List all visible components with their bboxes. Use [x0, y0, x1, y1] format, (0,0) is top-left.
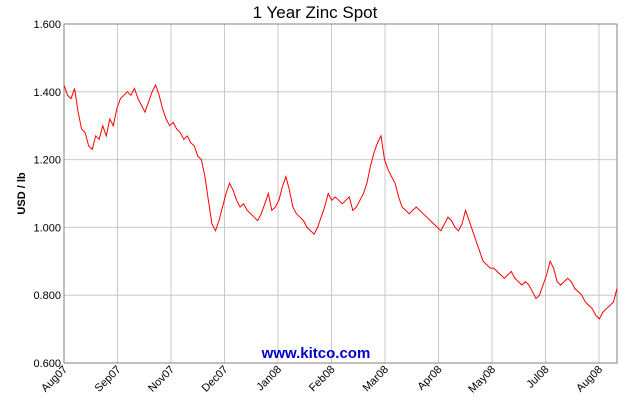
y-tick-labels: 0.600 0.800 1.000 1.200 1.400 1.600	[33, 19, 61, 370]
x-tick-label: Jul08	[525, 364, 552, 391]
plot-frame	[63, 23, 618, 364]
y-tick-label: 0.600	[33, 358, 61, 370]
y-tick-label: 1.400	[33, 87, 61, 99]
x-tick-labels: Aug07 Sep07 Nov07 Dec07 Jan08 Feb08 Mar08 Apr08…	[39, 364, 605, 396]
series-line	[63, 83, 618, 320]
x-tick-label: Jan08	[254, 364, 284, 394]
x-tick-label: Feb08	[307, 364, 338, 395]
x-tick-label: Mar08	[361, 364, 392, 395]
chart-title: 1 Year Zinc Spot	[253, 3, 378, 22]
x-tick-label: Nov07	[146, 364, 177, 395]
watermark-link[interactable]: www.kitco.com	[261, 345, 371, 362]
y-tick-label: 1.600	[33, 19, 61, 31]
x-tick-label: May08	[466, 364, 498, 396]
x-tick-label: Dec07	[200, 364, 231, 395]
grid	[64, 23, 617, 364]
x-tick-label: Sep07	[93, 364, 124, 395]
y-tick-label: 0.800	[33, 290, 61, 302]
y-tick-label: 1.200	[33, 155, 61, 167]
x-tick-label: Aug08	[574, 364, 605, 395]
y-tick-label: 1.000	[33, 222, 61, 234]
y-axis-label: USD / lb	[16, 172, 28, 214]
x-tick-label: Apr08	[415, 364, 444, 393]
